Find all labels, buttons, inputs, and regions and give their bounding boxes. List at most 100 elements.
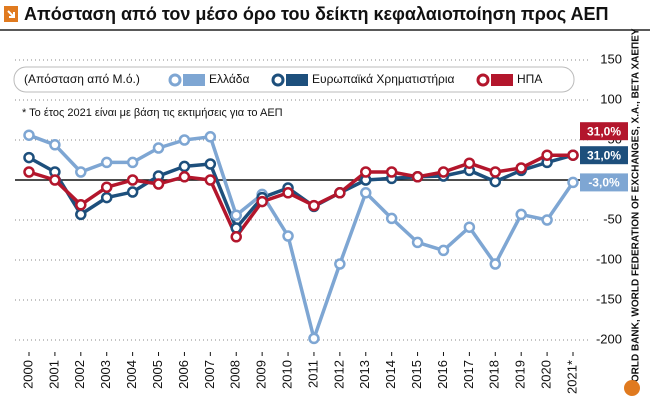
legend-marker [271,73,285,87]
x-tick-label: 2008 [228,360,243,389]
x-tick-label: 2006 [176,360,191,389]
x-tick-label: 2021* [564,360,579,394]
point [100,181,113,193]
x-tick-label: 2003 [98,360,113,389]
x-tick-label: 2009 [254,360,269,389]
point [541,214,553,226]
note: * Το έτος 2021 είναι με βάση τις εκτιμήσ… [22,107,283,119]
point [437,166,450,178]
point [282,230,294,242]
point [385,166,398,178]
y-tick-label: -50 [603,211,622,226]
x-tick-label: 2016 [435,360,450,389]
y-tick-label: 100 [600,91,622,106]
point [178,171,191,183]
point [360,187,372,199]
point [411,171,424,183]
point [437,244,450,257]
legend-title: (Απόσταση από Μ.ό.) [24,72,140,86]
x-tick-label: 2015 [409,360,424,389]
point [23,129,35,141]
x-tick-label: 2017 [461,360,476,389]
x-tick-label: 2019 [513,360,528,389]
point [256,195,268,208]
point [204,131,217,143]
x-tick-label: 2000 [20,360,35,389]
point [49,139,61,151]
legend-marker [476,73,490,87]
point [567,176,579,189]
legend-label: ΗΠΑ [517,72,542,86]
legend-marker [168,73,182,87]
chart-title: Απόσταση από τον μέσο όρο του δείκτη κεφ… [24,4,609,24]
logo [624,380,640,396]
y-tick-label: -200 [596,331,622,346]
x-tick-label: 2012 [331,360,346,389]
end-label: -3,0% [588,176,620,190]
point [308,332,320,345]
point [489,175,502,188]
x-tick-label: 2001 [46,360,61,389]
point [100,191,113,204]
point [126,186,139,198]
point [230,209,242,221]
y-tick-label: 150 [600,51,622,66]
point [334,187,346,199]
point [23,151,35,164]
x-tick-label: 2018 [487,360,502,389]
point [204,174,217,186]
x-tick-label: 2010 [279,360,294,389]
point [152,178,165,190]
point [541,149,553,161]
point [489,166,502,178]
legend-label: Ευρωπαϊκά Χρηματιστήρια [312,72,455,86]
x-tick-label: 2013 [357,360,372,389]
legend-label: Ελλάδα [209,72,249,86]
end-label-box [580,122,628,141]
end-label-box [580,146,628,165]
y-tick-label: -100 [596,251,622,266]
point [515,208,527,221]
point [308,199,320,212]
x-tick-label: 2011 [305,360,320,388]
source: WORLD BANK, WORLD FEDERATION OF EXCHANGE… [631,28,642,391]
point [75,199,87,211]
x-tick-label: 2007 [202,360,217,389]
point [152,142,165,154]
legend-swatch [183,74,205,86]
point [178,134,191,146]
point [49,174,61,186]
point [23,166,35,178]
legend-swatch [491,74,513,86]
x-tick-label: 2014 [383,360,398,389]
point [204,158,217,170]
y-tick-label: -150 [596,291,622,306]
point [463,157,476,169]
x-tick-label: 2005 [150,360,165,389]
point [385,212,398,225]
point [230,231,242,243]
point [334,258,346,270]
legend-swatch [286,74,308,86]
point [100,156,113,169]
title-icon-arrow [7,10,15,18]
series-line [28,133,575,341]
point [515,162,527,174]
point [282,187,294,199]
end-label-box [580,173,628,192]
x-tick-label: 2020 [539,360,554,389]
point [567,149,579,161]
point [75,166,87,178]
point [411,236,424,249]
x-tick-label: 2004 [124,360,139,389]
point [178,160,191,173]
series-line [28,153,574,230]
series-line [28,153,573,239]
point [75,208,87,221]
point [126,174,139,186]
end-label: 31,0% [587,148,621,162]
point [463,221,476,233]
x-tick-label: 2002 [72,360,87,389]
point [489,258,502,270]
